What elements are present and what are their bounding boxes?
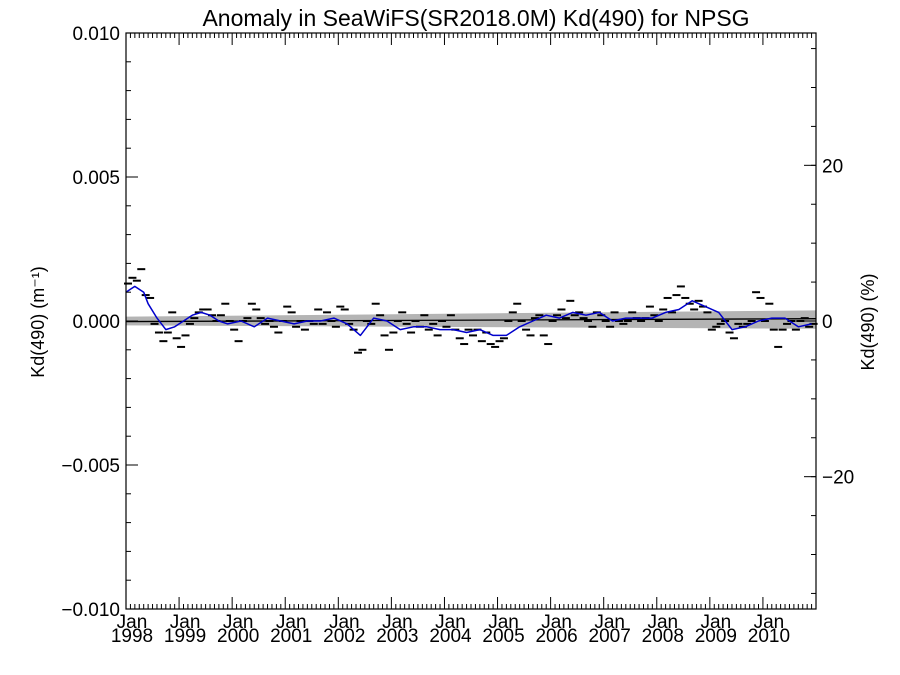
x-tick-label-month: Jan: [541, 612, 572, 633]
x-tick-label-year: 2006: [535, 626, 577, 647]
x-tick-label-month: Jan: [276, 612, 307, 633]
x-tick-label-year: 2002: [323, 626, 365, 647]
x-tick-label-year: 2009: [695, 626, 737, 647]
x-tick-label-month: Jan: [170, 612, 201, 633]
x-tick-label-year: 2010: [748, 626, 790, 647]
x-tick-label-month: Jan: [223, 612, 254, 633]
x-tick-label-month: Jan: [117, 612, 148, 633]
x-tick-label-year: 2007: [589, 626, 631, 647]
x-tick-label-year: 1999: [164, 626, 206, 647]
chart-title: Anomaly in SeaWiFS(SR2018.0M) Kd(490) fo…: [202, 5, 749, 31]
x-tick-label-month: Jan: [329, 612, 360, 633]
x-tick-label-year: 2005: [482, 626, 524, 647]
x-tick-label-month: Jan: [594, 612, 625, 633]
y-axis-title-right: Kd(490) (%): [858, 273, 878, 370]
smoothed-anomaly-line: [125, 285, 812, 337]
y-tick-label-right: 20: [822, 156, 843, 177]
y-tick-label-left: −0.010: [61, 600, 120, 621]
axes: 0.0100.0050.000−0.005−0.010200−20Jan1998…: [61, 24, 854, 647]
y-tick-label-left: 0.005: [72, 168, 120, 189]
x-tick-label-month: Jan: [701, 612, 732, 633]
y-tick-label-left: −0.005: [61, 456, 120, 477]
x-tick-label-year: 1998: [111, 626, 153, 647]
y-tick-label-left: 0.000: [72, 312, 120, 333]
y-axis-title-left: Kd(490) (m⁻¹): [28, 266, 48, 378]
x-tick-label-year: 2004: [429, 626, 472, 647]
plot-area: [124, 268, 818, 354]
x-tick-label-month: Jan: [488, 612, 519, 633]
x-tick-label-year: 2008: [642, 626, 684, 647]
x-tick-label-month: Jan: [754, 612, 785, 633]
y-tick-label-left: 0.010: [72, 24, 120, 45]
x-tick-label-month: Jan: [382, 612, 413, 633]
x-tick-label-month: Jan: [435, 612, 466, 633]
x-tick-label-month: Jan: [647, 612, 678, 633]
x-tick-label-year: 2001: [270, 626, 312, 647]
y-tick-label-right: 0: [822, 312, 833, 333]
x-tick-label-year: 2000: [217, 626, 259, 647]
x-tick-label-year: 2003: [376, 626, 418, 647]
y-tick-label-right: −20: [822, 468, 854, 489]
